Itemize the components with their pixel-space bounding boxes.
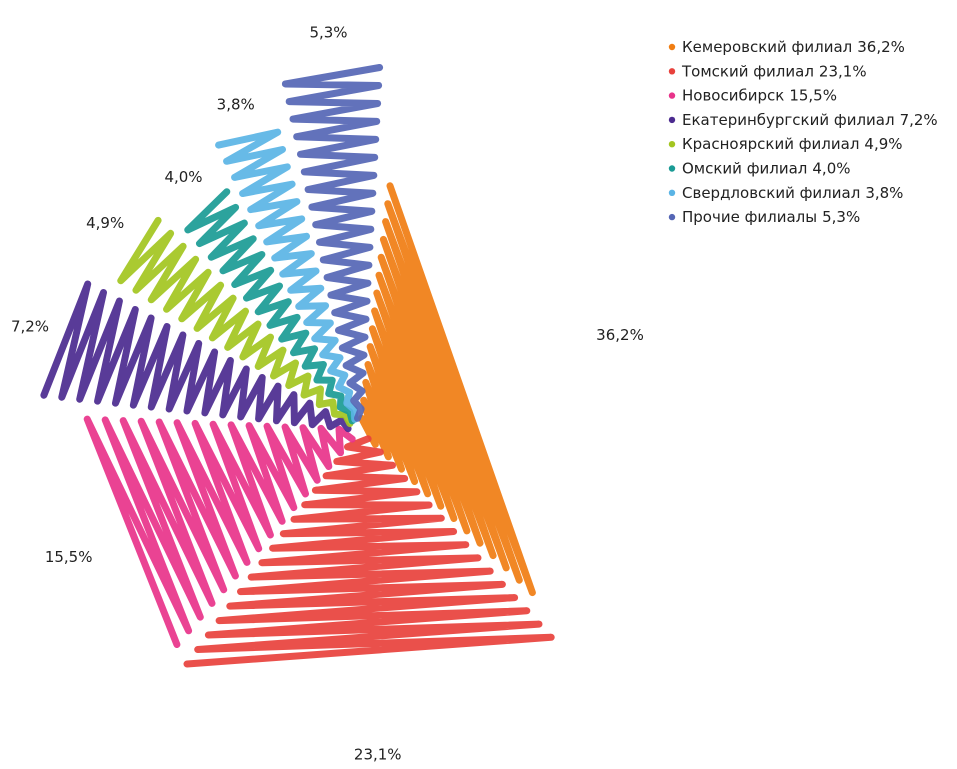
legend-label: Прочие филиалы bbox=[682, 208, 817, 226]
slice-label: 23,1% bbox=[354, 746, 402, 764]
slice-label: 15,5% bbox=[45, 548, 93, 566]
legend-label: Свердловский филиал bbox=[682, 183, 860, 201]
legend-label: Екатеринбургский филиал bbox=[682, 110, 895, 128]
pie-slice bbox=[215, 128, 359, 423]
pie-slice bbox=[117, 216, 354, 428]
legend-entry: Екатеринбургский филиал 7,2% bbox=[682, 110, 938, 128]
legend-marker bbox=[668, 141, 676, 148]
slice-label: 36,2% bbox=[596, 326, 644, 344]
slice-label: 4,9% bbox=[86, 214, 124, 232]
pie-slice bbox=[281, 64, 384, 422]
slice-label: 5,3% bbox=[309, 24, 347, 42]
legend: Кемеровский филиал 36,2% Томский филиал 23,… bbox=[668, 38, 938, 226]
legend-value: 4,0% bbox=[812, 159, 850, 177]
legend-value: 4,9% bbox=[864, 135, 902, 153]
legend-label: Кемеровский филиал bbox=[682, 38, 852, 56]
legend-entry: Томский филиал 23,1% bbox=[681, 62, 867, 80]
pie-slice bbox=[83, 415, 356, 648]
legend-value: 36,2% bbox=[857, 38, 905, 56]
legend-entry: Прочие филиалы 5,3% bbox=[682, 208, 860, 226]
legend-value: 3,8% bbox=[865, 183, 903, 201]
legend-marker bbox=[668, 116, 676, 124]
legend-marker bbox=[668, 92, 676, 99]
legend-entry: Свердловский филиал 3,8% bbox=[682, 183, 903, 201]
slice-label: 7,2% bbox=[11, 317, 49, 335]
pie-slice bbox=[184, 188, 356, 425]
legend-label: Красноярский филиал bbox=[682, 135, 859, 153]
pie-slice bbox=[40, 280, 352, 433]
legend-entry: Новосибирск 15,5% bbox=[682, 86, 837, 104]
legend-label: Омский филиал bbox=[682, 159, 807, 177]
legend-value: 23,1% bbox=[819, 62, 867, 80]
legend-marker bbox=[668, 43, 676, 51]
slice-label: 3,8% bbox=[217, 95, 255, 113]
legend-marker bbox=[668, 68, 676, 75]
pie-slice bbox=[358, 182, 536, 597]
legend-label: Томский филиал bbox=[681, 62, 814, 80]
slice-label: 4,0% bbox=[164, 168, 202, 186]
legend-marker bbox=[668, 189, 676, 196]
legend-entry: Кемеровский филиал 36,2% bbox=[682, 38, 905, 56]
legend-marker bbox=[668, 213, 676, 221]
legend-label: Новосибирск bbox=[682, 86, 784, 104]
legend-entry: Красноярский филиал 4,9% bbox=[682, 135, 903, 153]
legend-entry: Омский филиал 4,0% bbox=[682, 159, 851, 177]
pie-slice bbox=[183, 435, 555, 668]
legend-marker bbox=[668, 165, 676, 172]
legend-value: 15,5% bbox=[789, 86, 837, 104]
legend-value: 7,2% bbox=[900, 110, 938, 128]
legend-value: 5,3% bbox=[822, 208, 860, 226]
